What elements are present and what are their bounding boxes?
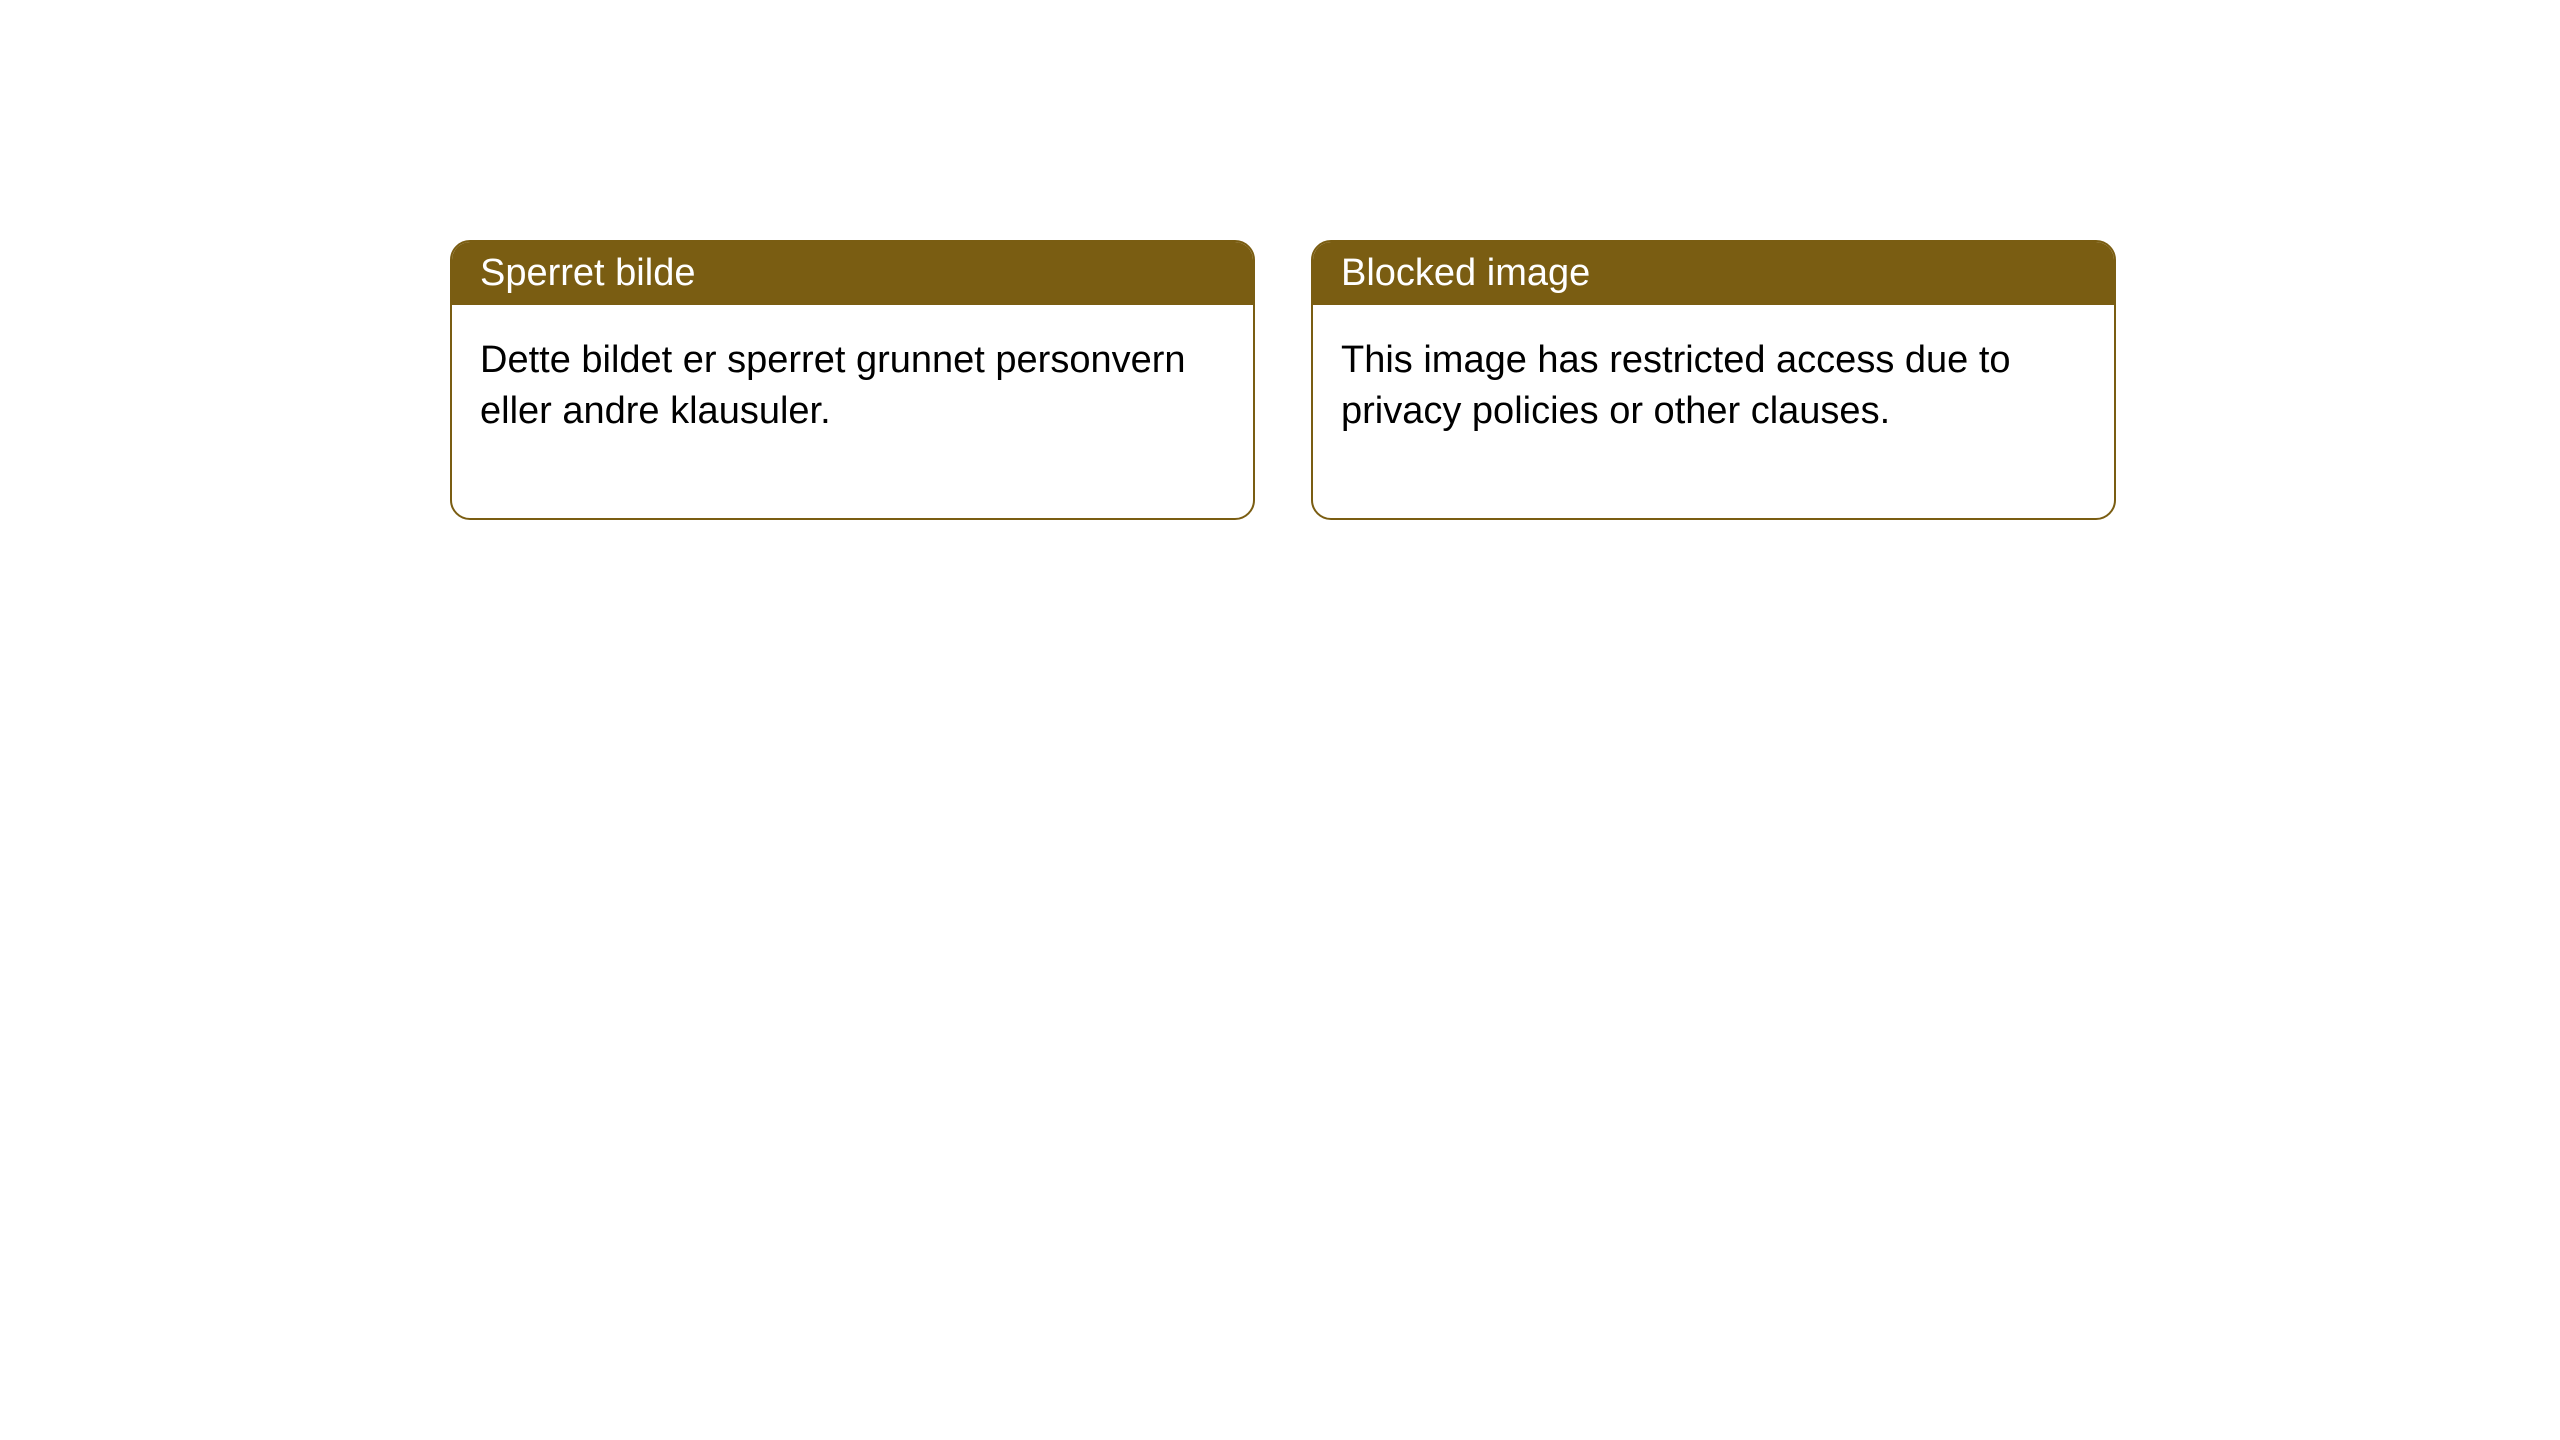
notice-title-norwegian: Sperret bilde: [480, 252, 695, 294]
notice-text-english: This image has restricted access due to …: [1341, 339, 2011, 432]
notice-text-norwegian: Dette bildet er sperret grunnet personve…: [480, 339, 1186, 432]
notice-card-norwegian: Sperret bilde Dette bildet er sperret gr…: [450, 240, 1255, 520]
notice-card-english: Blocked image This image has restricted …: [1311, 240, 2116, 520]
notice-header-norwegian: Sperret bilde: [452, 242, 1253, 305]
notice-body-norwegian: Dette bildet er sperret grunnet personve…: [452, 305, 1253, 518]
notice-container: Sperret bilde Dette bildet er sperret gr…: [0, 0, 2560, 520]
notice-title-english: Blocked image: [1341, 252, 1590, 294]
notice-body-english: This image has restricted access due to …: [1313, 305, 2114, 518]
notice-header-english: Blocked image: [1313, 242, 2114, 305]
